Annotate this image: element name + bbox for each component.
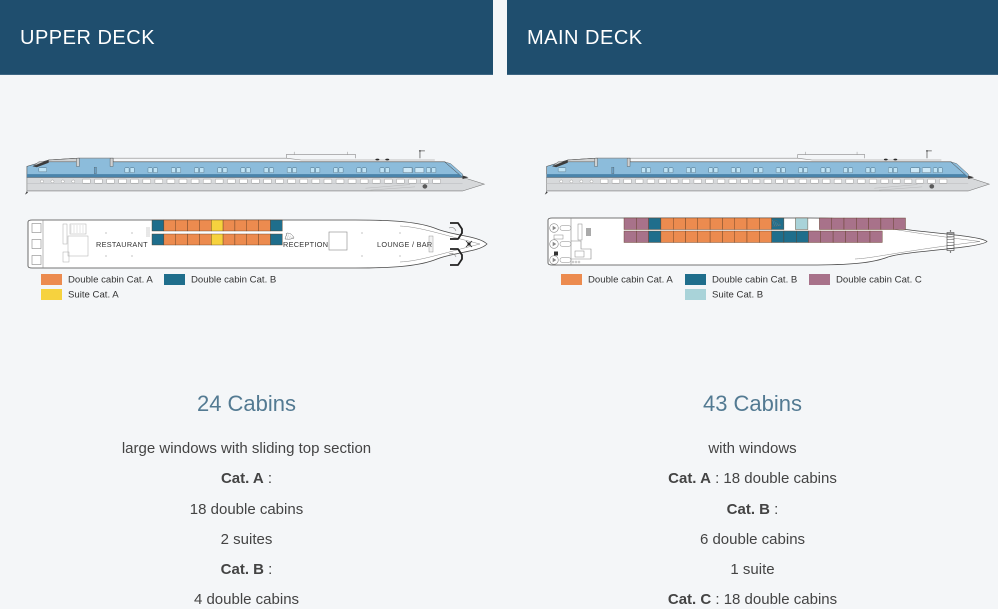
svg-text:Double cabin Cat. C: Double cabin Cat. C <box>836 275 922 286</box>
svg-text:RESTAURANT: RESTAURANT <box>96 240 148 249</box>
svg-text:Double cabin Cat. B: Double cabin Cat. B <box>191 275 276 286</box>
svg-text:Suite Cat. B: Suite Cat. B <box>712 290 763 301</box>
svg-text:Suite Cat. A: Suite Cat. A <box>68 290 119 301</box>
svg-text:Double cabin Cat. A: Double cabin Cat. A <box>588 275 673 286</box>
svg-text:LOUNGE / BAR: LOUNGE / BAR <box>377 240 433 249</box>
svg-text:RECEPTION: RECEPTION <box>283 240 328 249</box>
svg-text:Double cabin Cat. A: Double cabin Cat. A <box>68 275 153 286</box>
svg-text:Double cabin Cat. B: Double cabin Cat. B <box>712 275 797 286</box>
